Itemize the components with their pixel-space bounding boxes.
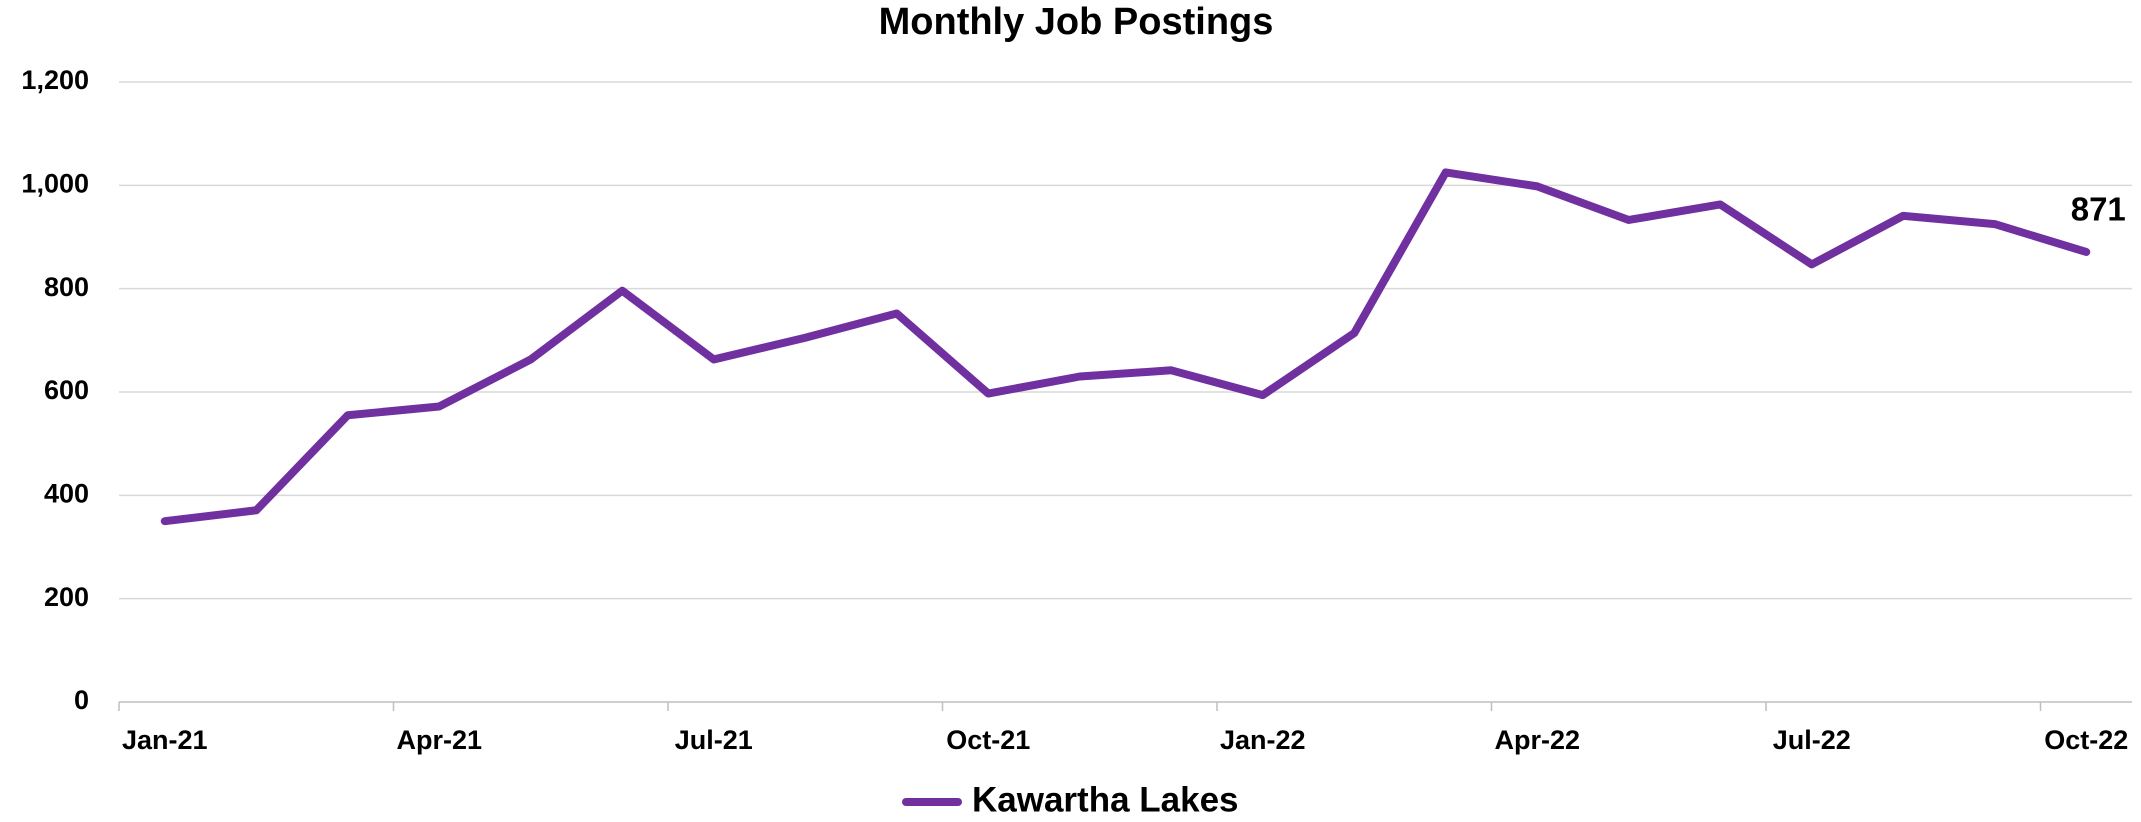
y-tick-label: 400 bbox=[44, 478, 89, 508]
x-tick-label: Oct-22 bbox=[2044, 725, 2128, 755]
y-tick-label: 1,000 bbox=[21, 168, 89, 198]
y-tick-label: 800 bbox=[44, 272, 89, 302]
y-tick-label: 600 bbox=[44, 375, 89, 405]
data-label: 871 bbox=[2071, 191, 2126, 228]
x-tick-label: Apr-21 bbox=[396, 725, 482, 755]
y-tick-label: 200 bbox=[44, 582, 89, 612]
x-tick-label: Jul-22 bbox=[1773, 725, 1851, 755]
x-tick-label: Oct-21 bbox=[946, 725, 1030, 755]
x-tick-label: Jul-21 bbox=[675, 725, 753, 755]
y-tick-label: 0 bbox=[74, 685, 89, 715]
chart-title: Monthly Job Postings bbox=[879, 1, 1274, 43]
x-tick-label: Apr-22 bbox=[1494, 725, 1580, 755]
line-series bbox=[160, 168, 2091, 526]
x-tick-label: Jan-22 bbox=[1220, 725, 1306, 755]
y-tick-label: 1,200 bbox=[21, 65, 89, 95]
x-tick-label: Jan-21 bbox=[122, 725, 208, 755]
legend-label: Kawartha Lakes bbox=[972, 780, 1239, 819]
